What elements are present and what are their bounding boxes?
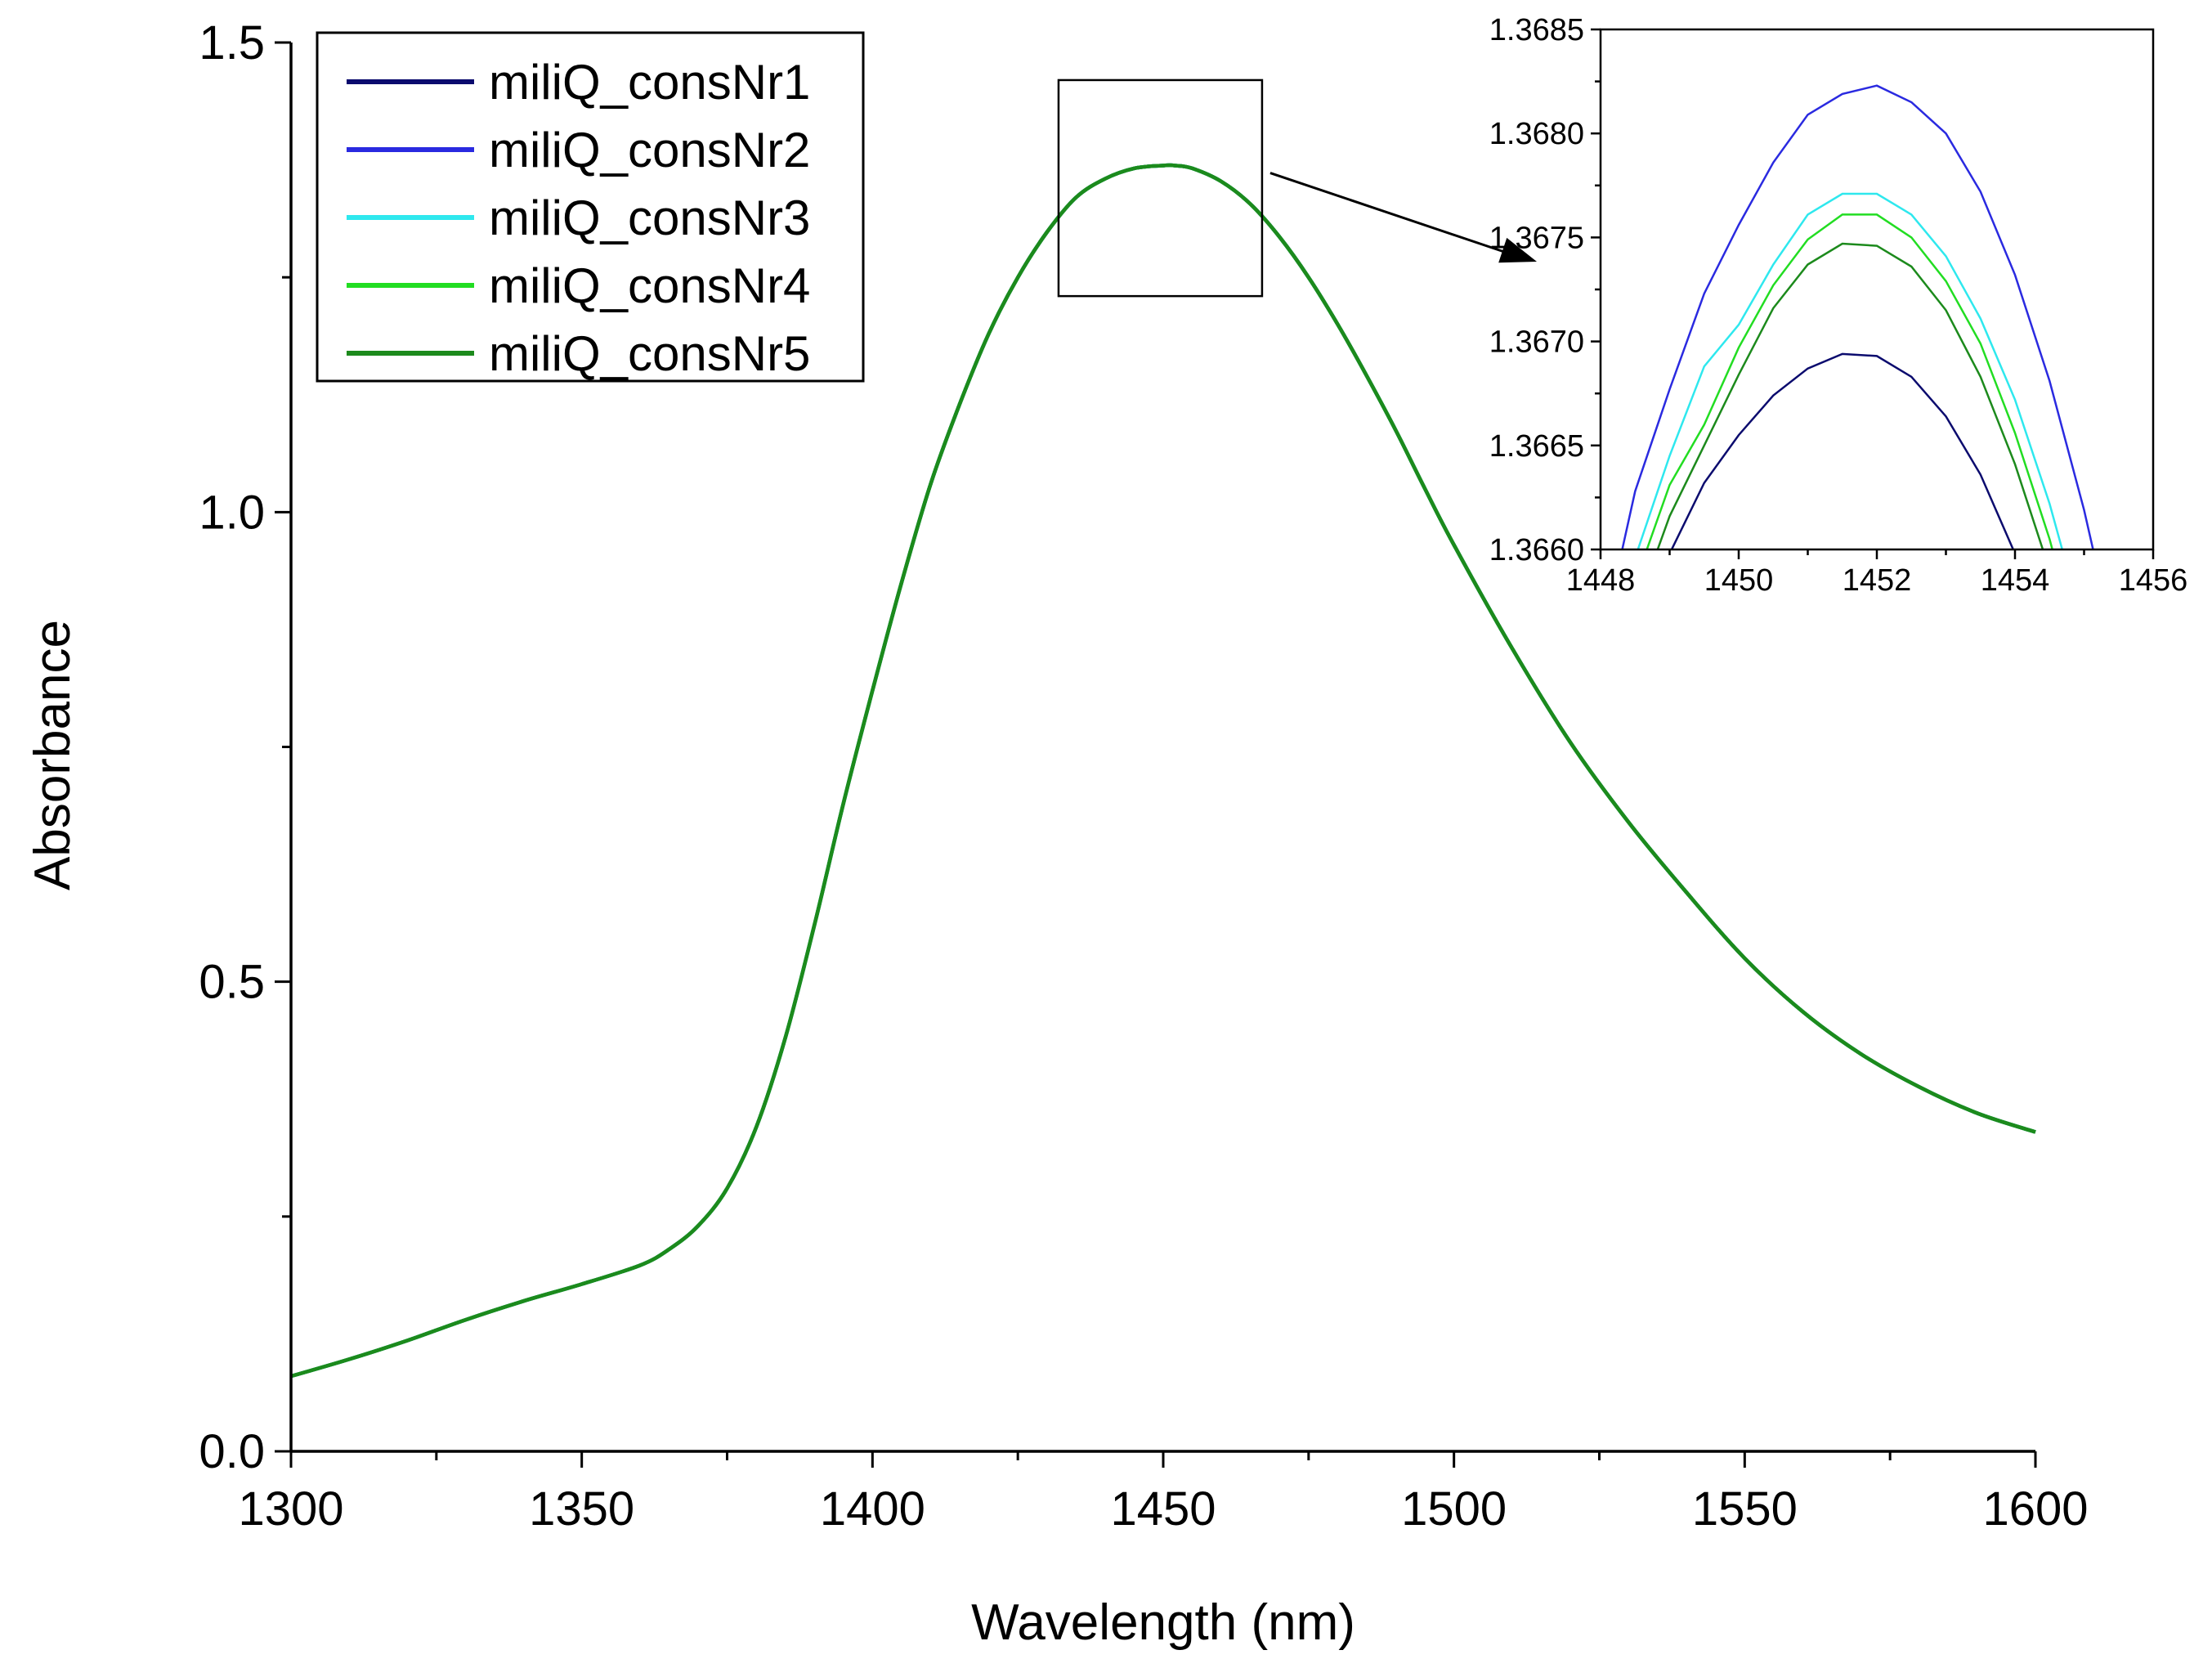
main-plot: 1300 1350 1400 1450 1500 1550 1600 0.0 0.5 1.0 1.5 xyxy=(199,16,2088,1536)
legend-label-1: miliQ_consNr1 xyxy=(489,55,810,110)
zoom-arrow xyxy=(1269,172,1537,263)
inset-tick-labels: 1448 1450 1452 1454 1456 1.3660 1.3665 1.3670 1.… xyxy=(1489,13,2188,598)
legend-items: miliQ_consNr1 miliQ_consNr2 miliQ_consNr3m… xyxy=(347,55,810,381)
inset-y-tick-label: 1.3675 xyxy=(1489,221,1584,255)
inset-clip-group xyxy=(1621,84,2094,549)
inset-series-line-5 xyxy=(1656,242,2044,549)
x-tick-label: 1350 xyxy=(529,1482,634,1536)
inset-x-tick-label: 1452 xyxy=(1843,563,1912,598)
legend-label-5: miliQ_consNr5 xyxy=(489,326,810,381)
inset-y-tick-label: 1.3665 xyxy=(1489,429,1584,464)
inset-series-line-2 xyxy=(1621,84,2094,549)
main-series-line-5 xyxy=(290,163,2036,1379)
inset-y-tick-label: 1.3660 xyxy=(1489,533,1584,567)
x-tick-label: 1600 xyxy=(1982,1482,2088,1536)
x-tick-label: 1300 xyxy=(238,1482,343,1536)
inset-background xyxy=(1601,29,2153,549)
arrow-shaft xyxy=(1269,172,1515,257)
x-axis-title: Wavelength (nm) xyxy=(971,1594,1355,1651)
inset-x-tick-label: 1454 xyxy=(1981,563,2050,598)
legend-box xyxy=(316,31,865,383)
y-tick-label: 1.0 xyxy=(199,486,265,539)
x-tick-label: 1500 xyxy=(1401,1482,1507,1536)
inset-y-tick-label: 1.3680 xyxy=(1489,117,1584,151)
y-tick-label: 0.0 xyxy=(199,1425,265,1478)
inset-series-line-3 xyxy=(1637,192,2064,549)
inset-x-tick-label: 1456 xyxy=(2119,563,2188,598)
inset-series-line-1 xyxy=(1670,352,2015,549)
y-tick-label: 1.5 xyxy=(199,16,265,70)
y-tick-label: 0.5 xyxy=(199,956,265,1009)
x-tick-label: 1400 xyxy=(820,1482,925,1536)
legend: miliQ_consNr1 miliQ_consNr2 miliQ_consNr3m… xyxy=(316,31,865,383)
inset-y-tick-label: 1.3685 xyxy=(1489,13,1584,47)
main-tick-labels: 1300 1350 1400 1450 1500 1550 1600 0.0 0.5 1.0 1.5 xyxy=(199,16,2088,1536)
y-axis-title: Absorbance xyxy=(25,620,81,890)
main-series-lines xyxy=(290,163,2036,1379)
legend-label-4: miliQ_consNr4 xyxy=(489,258,810,313)
zoom-region-box xyxy=(1057,78,1264,298)
inset-plot: 1448 1450 1452 1454 1456 1.3660 1.3665 1.3670 1.… xyxy=(1489,13,2188,598)
legend-label-2: miliQ_consNr2 xyxy=(489,123,810,177)
x-tick-label: 1550 xyxy=(1692,1482,1798,1536)
inset-series-lines xyxy=(1601,29,2153,549)
inset-series-line-4 xyxy=(1646,213,2053,549)
main-axes xyxy=(275,41,2037,1468)
inset-x-tick-label: 1448 xyxy=(1566,563,1636,598)
legend-label-3: miliQ_consNr3 xyxy=(489,191,810,245)
inset-x-tick-label: 1450 xyxy=(1704,563,1774,598)
x-tick-label: 1450 xyxy=(1110,1482,1216,1536)
arrow-head xyxy=(1498,237,1537,263)
inset-axes xyxy=(1591,28,2155,559)
inset-y-tick-label: 1.3670 xyxy=(1489,325,1584,360)
